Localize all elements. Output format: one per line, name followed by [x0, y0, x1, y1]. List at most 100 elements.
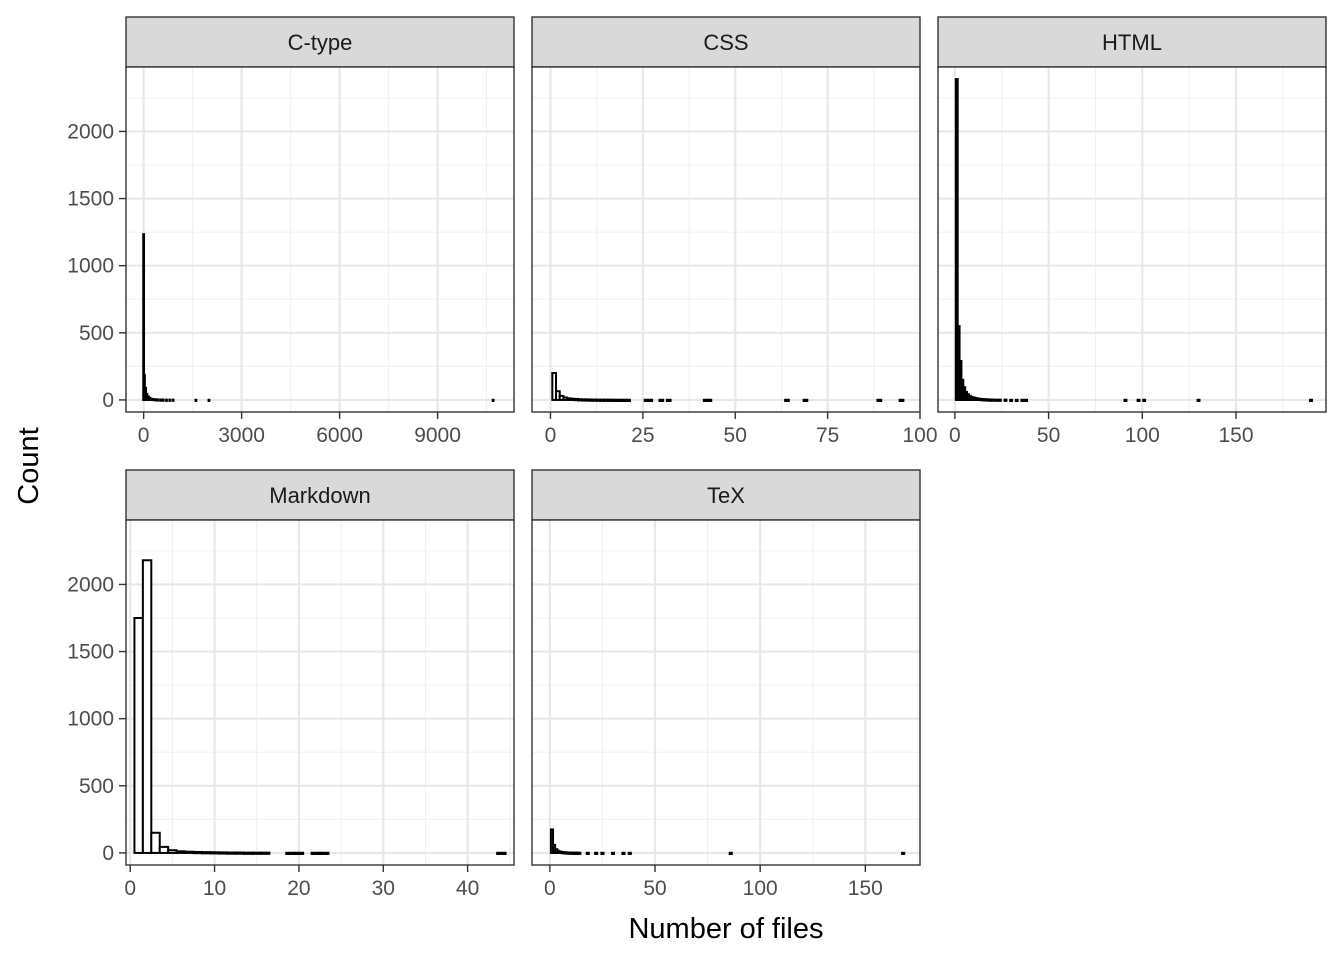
histogram-bar — [491, 398, 495, 402]
y-tick-label: 1500 — [67, 188, 114, 211]
y-tick-label: 1000 — [67, 255, 114, 278]
histogram-bar — [159, 398, 163, 402]
histogram-bar — [150, 831, 161, 854]
x-tick-label: 25 — [631, 424, 654, 447]
facet-label-c-type: C-type — [288, 30, 353, 55]
histogram-bar — [610, 851, 616, 855]
histogram-bar — [627, 851, 632, 855]
x-tick-label: 10 — [203, 877, 226, 900]
facet-label-markdown: Markdown — [269, 483, 370, 508]
histogram-bar — [293, 851, 305, 855]
histogram-bar — [577, 851, 582, 855]
facet-label-css: CSS — [703, 30, 748, 55]
panel-border-html — [937, 66, 1327, 413]
y-tick-label: 0 — [102, 389, 114, 412]
histogram-bar — [1309, 398, 1313, 402]
x-tick-label: 75 — [816, 424, 839, 447]
x-tick-label: 30 — [372, 877, 395, 900]
histogram-bar — [1020, 398, 1025, 402]
histogram-bar — [706, 398, 713, 402]
histogram-bar — [1123, 398, 1128, 402]
facet-label-tex: TeX — [707, 483, 745, 508]
histogram-bar — [1142, 398, 1147, 402]
x-tick-label: 0 — [949, 424, 961, 447]
x-tick-label: 50 — [643, 877, 666, 900]
histogram-bar — [1196, 398, 1201, 402]
x-axis-title: Number of files — [628, 913, 823, 945]
x-tick-label: 40 — [456, 877, 479, 900]
histogram-bar — [310, 851, 321, 855]
facet-strip-tex — [531, 469, 921, 521]
x-tick-label: 9000 — [414, 424, 461, 447]
panel-border-css — [531, 66, 921, 413]
x-tick-label: 0 — [138, 424, 150, 447]
histogram-bar — [784, 398, 790, 402]
histogram-bar — [994, 398, 999, 402]
histogram-bar — [647, 398, 654, 402]
histogram-bar — [898, 398, 905, 402]
histogram-bar — [285, 851, 296, 855]
facet-strip-html — [937, 16, 1327, 68]
histogram-bar — [549, 828, 555, 854]
histogram-bar — [168, 398, 172, 402]
facet-css: CSS 0 25 50 75 100 — [531, 16, 938, 447]
histogram-bar — [207, 398, 211, 402]
histogram-bar — [1003, 398, 1008, 402]
y-axis-title: Count — [13, 427, 45, 504]
histogram-bar — [496, 851, 507, 855]
histogram-bar — [251, 851, 262, 855]
panel-border-tex — [531, 519, 921, 866]
histogram-bar — [153, 398, 157, 402]
histogram-bar — [621, 851, 626, 855]
histogram-bar — [151, 397, 154, 402]
histogram-bar — [658, 398, 665, 402]
histogram-bar — [184, 850, 195, 854]
histogram-bar — [901, 851, 906, 855]
histogram-bar — [997, 398, 1002, 402]
histogram-bar — [802, 398, 809, 402]
histogram-bar — [133, 616, 144, 854]
panel-background-tex — [532, 520, 920, 865]
x-tick-label: 0 — [124, 877, 136, 900]
panel-border-markdown — [125, 519, 515, 866]
histogram-bar — [665, 398, 672, 402]
histogram-bar — [876, 398, 883, 402]
facet-strip-c-type — [125, 16, 515, 68]
histogram-bar — [194, 398, 198, 402]
x-tick-label: 150 — [1219, 424, 1254, 447]
x-tick-label: 150 — [848, 877, 883, 900]
histogram-bar — [1136, 398, 1141, 402]
histogram-bar — [551, 372, 558, 401]
x-tick-label: 50 — [1037, 424, 1060, 447]
histogram-bar — [1009, 398, 1014, 402]
histogram-bar — [585, 851, 590, 855]
histogram-bar — [200, 851, 212, 855]
histogram-bar — [217, 851, 229, 855]
x-tick-label: 0 — [544, 877, 556, 900]
facet-tex: TeX 0 50 100 150 — [531, 469, 921, 900]
histogram-bar — [161, 398, 165, 402]
histogram-bar — [148, 396, 152, 401]
y-tick-label: 0 — [102, 842, 114, 865]
histogram-bar — [728, 851, 733, 855]
histogram-bar — [1024, 398, 1029, 402]
y-tick-label: 1000 — [67, 708, 114, 731]
histogram-bar — [209, 851, 220, 855]
histogram-bar — [226, 851, 237, 855]
x-tick-label: 100 — [743, 877, 778, 900]
x-tick-label: 0 — [545, 424, 557, 447]
x-tick-label: 100 — [1125, 424, 1160, 447]
histogram-bar — [158, 845, 170, 854]
histogram-bar — [319, 851, 330, 855]
x-tick-label: 100 — [902, 424, 937, 447]
histogram-bar — [171, 398, 175, 402]
x-tick-label: 20 — [287, 877, 310, 900]
histogram-bar — [234, 851, 246, 855]
histogram-bar — [165, 398, 168, 402]
facet-c-type: C-type 0 3000 6000 9000 0 500 1000 1500 2000 — [67, 16, 515, 447]
histogram-bar — [990, 398, 995, 402]
facet-label-html: HTML — [1102, 30, 1162, 55]
panel-background-html — [938, 67, 1326, 412]
